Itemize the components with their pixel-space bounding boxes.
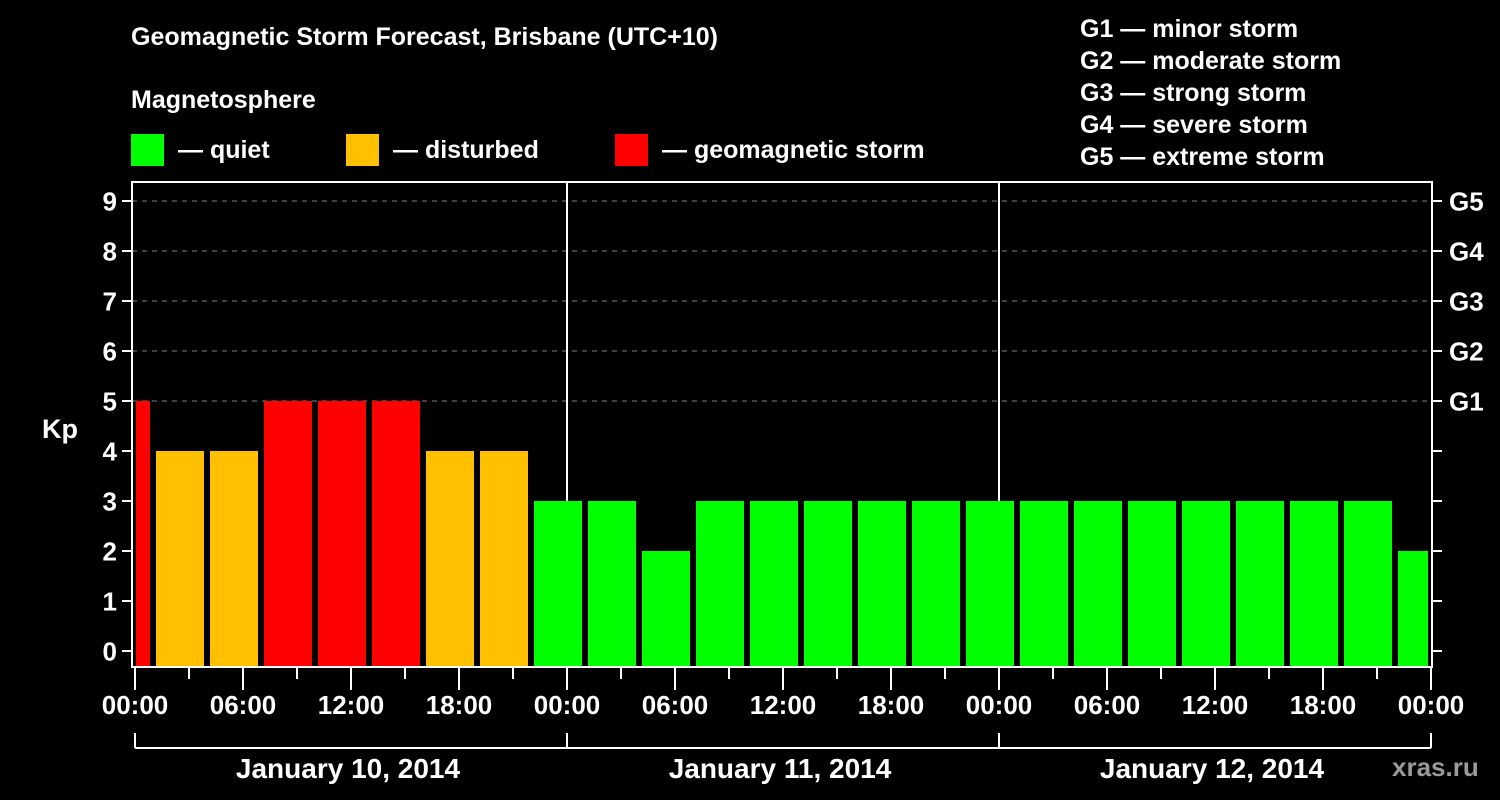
- quiet-swatch-icon: [131, 134, 164, 166]
- g-tick-label: G2: [1449, 336, 1484, 367]
- y-axis-label: Kp: [42, 414, 78, 444]
- kp-bar: [588, 501, 636, 668]
- g-legend-item: G3 — strong storm: [1080, 79, 1307, 107]
- kp-bar: [318, 401, 366, 668]
- x-tick-label: 18:00: [857, 690, 925, 720]
- y-tick-label: 4: [102, 436, 117, 467]
- kp-bar: [804, 501, 852, 668]
- y-tick-label: 3: [102, 486, 117, 517]
- legend-item-quiet: — quiet: [131, 134, 270, 166]
- x-tick-label: 00:00: [965, 690, 1033, 720]
- kp-bar: [264, 401, 312, 668]
- y-tick-label: 7: [102, 286, 117, 317]
- legend-label: — geomagnetic storm: [662, 135, 925, 164]
- kp-bar: [1344, 501, 1392, 668]
- kp-bar: [534, 501, 582, 668]
- kp-bar: [858, 501, 906, 668]
- kp-bar: [1236, 501, 1284, 668]
- x-tick-label: 12:00: [749, 690, 817, 720]
- y-tick-label: 2: [102, 536, 117, 567]
- disturbed-swatch-icon: [346, 134, 379, 166]
- kp-bar: [1182, 501, 1230, 668]
- x-tick-label: 12:00: [317, 690, 385, 720]
- x-tick-label: 00:00: [1397, 690, 1465, 720]
- x-tick-label: 12:00: [1181, 690, 1249, 720]
- kp-bar: [480, 451, 528, 668]
- chart-title: Geomagnetic Storm Forecast, Brisbane (UT…: [131, 23, 718, 51]
- g-tick-label: G4: [1449, 236, 1484, 267]
- kp-bar: [372, 401, 420, 668]
- x-tick-label: 06:00: [641, 690, 709, 720]
- g-tick-label: G3: [1449, 286, 1484, 317]
- watermark: xras.ru: [1392, 752, 1479, 782]
- date-label: January 12, 2014: [1099, 753, 1325, 784]
- x-tick-label: 18:00: [1289, 690, 1357, 720]
- kp-bar: [1074, 501, 1122, 668]
- y-tick-label: 5: [102, 386, 117, 417]
- y-tick-label: 9: [102, 186, 117, 217]
- y-tick-label: 0: [102, 636, 117, 667]
- kp-bar: [1290, 501, 1338, 668]
- x-tick-label: 00:00: [101, 690, 169, 720]
- g-tick-label: G5: [1449, 186, 1484, 217]
- x-tick-label: 06:00: [1073, 690, 1141, 720]
- legend-item-disturbed: — disturbed: [346, 134, 539, 166]
- legend-item-storm: — geomagnetic storm: [615, 134, 925, 166]
- kp-bar: [1020, 501, 1068, 668]
- g-tick-label: G1: [1449, 386, 1484, 417]
- kp-bar: [750, 501, 798, 668]
- legend-label: — quiet: [178, 135, 270, 164]
- kp-bar: [1128, 501, 1176, 668]
- kp-bar: [966, 501, 1014, 668]
- kp-bar: [642, 551, 690, 668]
- x-tick-label: 00:00: [533, 690, 601, 720]
- date-label: January 11, 2014: [668, 753, 892, 784]
- kp-bar: [136, 401, 150, 668]
- x-tick-label: 18:00: [425, 690, 493, 720]
- kp-bar: [210, 451, 258, 668]
- kp-bar: [426, 451, 474, 668]
- storm-swatch-icon: [615, 134, 648, 166]
- chart-subtitle: Magnetosphere: [131, 86, 316, 114]
- g-legend-item: G1 — minor storm: [1080, 15, 1299, 43]
- g-scale-legend: G1 — minor storm G2 — moderate storm G3 …: [1080, 13, 1341, 173]
- g-legend-item: G5 — extreme storm: [1080, 143, 1325, 171]
- g-legend-item: G2 — moderate storm: [1080, 47, 1342, 75]
- kp-bar: [1398, 551, 1428, 668]
- legend-label: — disturbed: [393, 135, 539, 164]
- date-label: January 10, 2014: [235, 753, 461, 784]
- kp-bar: [156, 451, 204, 668]
- y-tick-label: 6: [102, 336, 117, 367]
- kp-bar: [912, 501, 960, 668]
- y-tick-label: 8: [102, 236, 117, 267]
- x-tick-label: 06:00: [209, 690, 277, 720]
- g-legend-item: G4 — severe storm: [1080, 111, 1308, 139]
- kp-bar: [696, 501, 744, 668]
- y-tick-label: 1: [102, 586, 117, 617]
